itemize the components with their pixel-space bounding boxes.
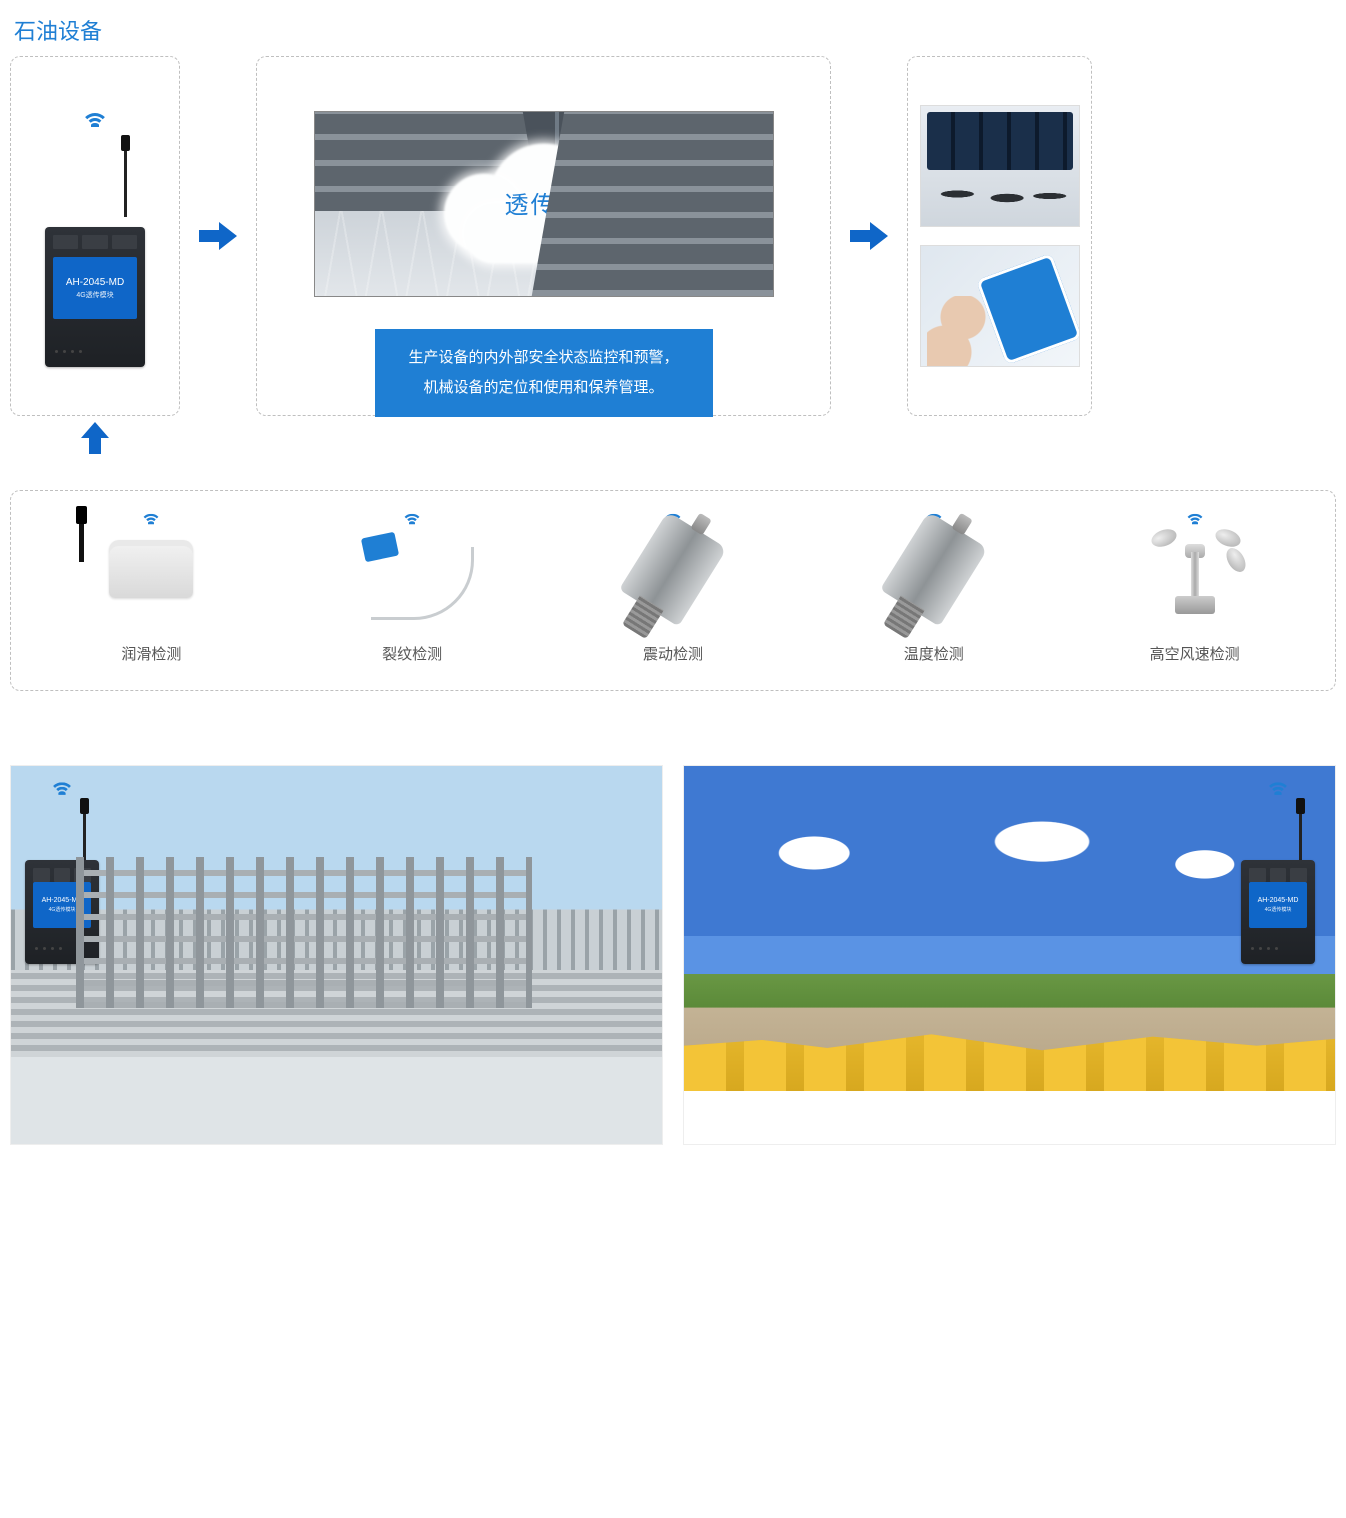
arrow-right-1: [194, 56, 242, 416]
architecture-row: AH-2045-MD 4G透传模块 透传云 生产设备的内外部安全状态监控和预警，…: [10, 56, 1336, 472]
sensor-label: 润滑检测: [121, 643, 181, 664]
device-subtitle: 4G透传模块: [49, 906, 76, 913]
device-subtitle: 4G透传模块: [1265, 906, 1292, 913]
wifi-icon: [141, 508, 162, 525]
arrow-right-2: [845, 56, 893, 416]
device-column: AH-2045-MD 4G透传模块: [10, 56, 180, 472]
cloud-desc-line2: 机械设备的定位和使用和保养管理。: [423, 373, 663, 403]
sensor-wind: 高空风速检测: [1095, 509, 1295, 664]
edge-device: AH-2045-MD 4G透传模块: [45, 105, 145, 367]
sensor-lube: 润滑检测: [51, 509, 251, 664]
arrow-up: [10, 420, 180, 458]
antenna-icon: [1299, 800, 1302, 860]
sensor-temp-image: [880, 511, 988, 626]
antenna-icon: [124, 137, 127, 217]
wifi-icon: [1265, 775, 1290, 795]
sensor-temp: 温度检测: [834, 509, 1034, 664]
edge-device-overlay: AH-2045-MD 4G透传模块: [1241, 774, 1315, 964]
cloud-box: 透传云 生产设备的内外部安全状态监控和预警， 机械设备的定位和使用和保养管理。: [256, 56, 831, 416]
sensor-label: 裂纹检测: [382, 643, 442, 664]
wifi-icon: [402, 508, 423, 525]
device-subtitle: 4G透传模块: [76, 290, 113, 300]
datacenter-image: 透传云: [314, 111, 774, 297]
router-device: AH-2045-MD 4G透传模块: [25, 860, 99, 964]
wifi-icon: [1184, 508, 1205, 525]
device-model: AH-2045-MD: [66, 277, 124, 288]
sensor-label: 震动检测: [643, 643, 703, 664]
device-model: AH-2045-MD: [42, 897, 83, 904]
mobile-app-image: [920, 245, 1080, 367]
control-room-image: [920, 105, 1080, 227]
sensor-label: 高空风速检测: [1150, 643, 1240, 664]
sensor-label: 温度检测: [904, 643, 964, 664]
device-model: AH-2045-MD: [1258, 897, 1299, 904]
edge-device-overlay: AH-2045-MD 4G透传模块: [25, 774, 99, 964]
gasfield-photo: AH-2045-MD 4G透传模块: [683, 765, 1336, 1145]
application-photos: AH-2045-MD 4G透传模块 AH-2045-MD 4G透传模块: [10, 765, 1336, 1145]
sensor-shock-image: [619, 511, 727, 626]
wifi-icon: [81, 105, 109, 127]
monitoring-box: [907, 56, 1092, 416]
wifi-icon: [49, 775, 74, 795]
router-device: AH-2045-MD 4G透传模块: [45, 227, 145, 367]
antenna-icon: [83, 800, 86, 860]
sensors-row: 润滑检测 裂纹检测 震动检测 温度检测 高空风速检测: [10, 490, 1336, 691]
edge-device-box: AH-2045-MD 4G透传模块: [10, 56, 180, 416]
router-device: AH-2045-MD 4G透传模块: [1241, 860, 1315, 964]
sensor-wind-image: [1135, 524, 1255, 614]
sensor-lube-image: [109, 540, 193, 598]
page-title: 石油设备: [14, 14, 1336, 46]
refinery-photo: AH-2045-MD 4G透传模块: [10, 765, 663, 1145]
sensor-crack: 裂纹检测: [312, 509, 512, 664]
sensor-crack-image: [357, 529, 467, 609]
cloud-desc-line1: 生产设备的内外部安全状态监控和预警，: [408, 343, 678, 373]
sensor-shock: 震动检测: [573, 509, 773, 664]
cloud-description: 生产设备的内外部安全状态监控和预警， 机械设备的定位和使用和保养管理。: [375, 329, 713, 417]
cloud-label: 透传云: [505, 185, 583, 220]
